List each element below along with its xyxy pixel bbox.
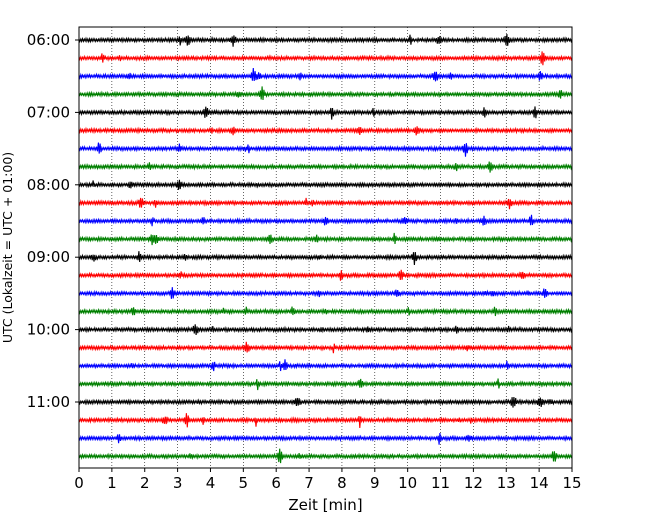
x-tick-label: 8	[337, 474, 347, 492]
seismogram-trace	[78, 269, 573, 281]
seismogram-trace	[78, 432, 573, 445]
x-tick-label: 13	[497, 474, 516, 492]
x-tick-label: 15	[562, 474, 581, 492]
plot-frame	[78, 26, 573, 469]
y-axis-label: UTC (Lokalzeit = UTC + 01:00)	[0, 152, 15, 343]
trace-group	[78, 33, 573, 464]
y-tick-label: 06:00	[27, 31, 70, 49]
seismogram-trace	[78, 324, 573, 336]
seismogram-trace	[78, 51, 573, 66]
seismogram-trace	[78, 106, 573, 120]
x-tick-label: 14	[530, 474, 549, 492]
x-tick-label: 1	[107, 474, 117, 492]
x-tick-label: 12	[464, 474, 483, 492]
axis-ticks: 0 1 2 3 4 5 6 7 8 9 10 11 12 13 14 1506:0007:0008:0009:…	[27, 31, 582, 492]
y-tick-label: 11:00	[27, 393, 70, 411]
seismogram-trace	[78, 197, 573, 210]
x-axis-label: Zeit [min]	[288, 496, 362, 514]
x-tick-label: 0	[74, 474, 84, 492]
seismogram-trace	[78, 413, 573, 429]
seismogram-trace	[78, 341, 573, 354]
y-tick-label: 07:00	[27, 103, 70, 121]
seismogram-trace	[78, 287, 573, 299]
seismogram-trace	[78, 251, 573, 266]
seismogram-trace	[78, 448, 573, 464]
y-tick-label: 09:00	[27, 248, 70, 266]
x-tick-label: 10	[398, 474, 417, 492]
seismogram-trace	[78, 378, 573, 391]
seismogram-trace	[78, 359, 573, 372]
x-tick-label: 11	[431, 474, 450, 492]
seismogram-trace	[78, 214, 573, 227]
seismogram-trace	[78, 306, 573, 317]
y-tick-label: 10:00	[27, 321, 70, 339]
seismogram-trace	[78, 33, 573, 47]
y-tick-label: 08:00	[27, 176, 70, 194]
seismogram-trace	[78, 161, 573, 173]
seismogram-trace	[78, 396, 573, 408]
seismogram-trace	[78, 86, 573, 101]
seismogram-trace	[78, 67, 573, 82]
x-tick-label: 4	[206, 474, 216, 492]
seismogram-trace	[78, 142, 573, 157]
x-tick-label: 3	[173, 474, 183, 492]
x-tick-label: 6	[271, 474, 281, 492]
x-tick-label: 7	[304, 474, 314, 492]
x-tick-label: 9	[370, 474, 380, 492]
seismogram-trace	[78, 126, 573, 136]
seismogram-trace	[78, 232, 573, 246]
x-tick-label: 2	[140, 474, 150, 492]
seismogram-trace	[78, 179, 573, 190]
x-tick-label: 5	[239, 474, 249, 492]
